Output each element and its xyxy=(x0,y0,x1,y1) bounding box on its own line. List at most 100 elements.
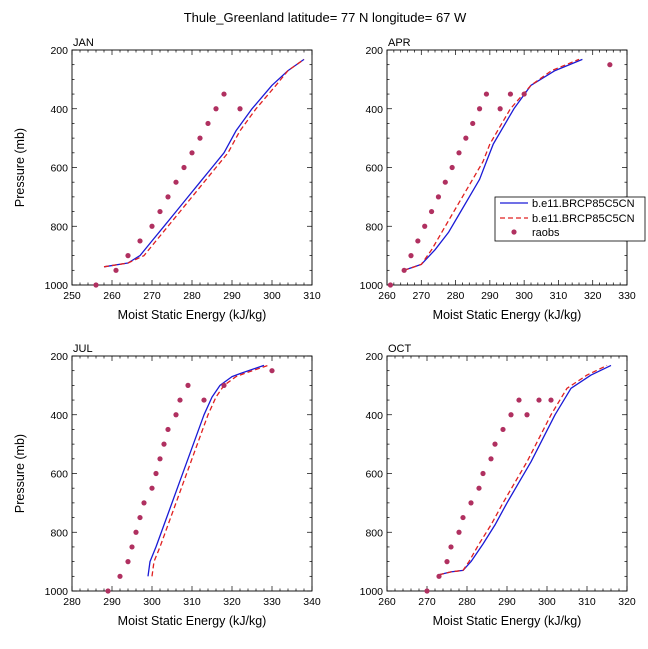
legend: b.e11.BRCP85C5CN b.e11.BRCP85C5CN raobs xyxy=(494,196,646,242)
data-point-raobs xyxy=(125,253,131,259)
y-tick-label: 400 xyxy=(50,410,68,422)
data-point-raobs xyxy=(125,559,131,565)
y-tick-label: 600 xyxy=(365,469,383,481)
data-point-raobs xyxy=(436,573,442,579)
data-point-raobs xyxy=(422,223,428,229)
y-tick-label: 400 xyxy=(365,104,383,116)
x-axis-label: Moist Static Energy (kJ/kg) xyxy=(118,308,267,322)
x-tick-label: 260 xyxy=(103,290,121,302)
series-line-model-red xyxy=(103,58,305,268)
data-point-raobs xyxy=(449,164,455,171)
data-point-raobs xyxy=(408,253,414,259)
x-tick-label: 290 xyxy=(481,290,499,302)
data-point-raobs xyxy=(456,529,462,535)
data-point-raobs xyxy=(149,223,155,229)
data-point-raobs xyxy=(137,238,143,244)
x-tick-label: 300 xyxy=(143,596,161,608)
x-tick-label: 270 xyxy=(413,290,431,302)
y-axis-label: Pressure (mb) xyxy=(13,128,27,207)
x-tick-label: 260 xyxy=(378,290,396,302)
legend-label-2: b.e11.BRCP85C5CN xyxy=(532,213,635,225)
data-point-raobs xyxy=(197,135,203,141)
data-point-raobs xyxy=(470,120,476,127)
x-tick-label: 250 xyxy=(63,290,81,302)
data-point-raobs xyxy=(435,194,442,200)
x-tick-label: 330 xyxy=(618,290,636,302)
y-tick-label: 200 xyxy=(365,351,383,363)
data-point-raobs xyxy=(521,91,527,97)
x-tick-label: 280 xyxy=(447,290,465,302)
data-point-raobs xyxy=(201,397,207,403)
data-point-raobs xyxy=(177,397,183,403)
data-point-raobs xyxy=(536,397,542,403)
series-line-model-red xyxy=(151,364,269,577)
x-tick-label: 310 xyxy=(550,290,568,302)
data-point-raobs xyxy=(476,106,483,112)
x-axis-label: Moist Static Energy (kJ/kg) xyxy=(433,614,582,628)
series-line-model-red xyxy=(438,364,608,576)
x-tick-label: 290 xyxy=(103,596,121,608)
data-point-raobs xyxy=(483,91,490,97)
data-point-raobs xyxy=(456,150,462,156)
panel-label: JAN xyxy=(73,37,94,49)
chart-panel-oct: OCT 260 270 280 290 300 310 320 200 400 600 800 1000… xyxy=(360,343,636,628)
data-point-raobs xyxy=(133,529,139,535)
data-point-raobs xyxy=(524,412,530,418)
data-point-raobs xyxy=(157,208,163,215)
data-point-raobs xyxy=(500,426,506,433)
x-axis-label: Moist Static Energy (kJ/kg) xyxy=(118,614,267,628)
x-tick-label: 310 xyxy=(578,596,596,608)
data-point-raobs xyxy=(153,470,159,477)
x-tick-label: 270 xyxy=(143,290,161,302)
data-point-raobs xyxy=(442,179,448,185)
figure-title: Thule_Greenland latitude= 77 N longitude… xyxy=(184,10,467,25)
data-point-raobs xyxy=(213,106,219,112)
y-tick-label: 800 xyxy=(365,527,383,539)
x-tick-label: 280 xyxy=(183,290,201,302)
x-tick-label: 300 xyxy=(263,290,281,302)
chart-panel-apr: APR 260 270 280 290 300 310 320 330 200 400 600 800 1… xyxy=(360,37,636,322)
y-tick-label: 400 xyxy=(365,410,383,422)
y-axis-label: Pressure (mb) xyxy=(13,434,27,513)
panel-label: OCT xyxy=(388,343,412,355)
y-tick-label: 1000 xyxy=(45,586,69,598)
plot-frame xyxy=(386,355,628,592)
y-tick-label: 800 xyxy=(365,221,383,233)
data-point-raobs xyxy=(387,282,394,288)
series-line-model-blue xyxy=(438,364,612,576)
y-tick-label: 1000 xyxy=(45,280,69,292)
legend-label-1: b.e11.BRCP85C5CN xyxy=(532,198,635,210)
series-line-model-blue xyxy=(147,364,265,577)
y-tick-label: 600 xyxy=(365,163,383,175)
y-tick-label: 1000 xyxy=(360,280,384,292)
chart-panel-jan: JAN 250 260 270 280 290 300 310 200 400 600 800 1000… xyxy=(13,37,321,322)
data-point-raobs xyxy=(173,412,179,418)
data-point-raobs xyxy=(480,470,486,477)
data-point-raobs xyxy=(165,426,171,433)
data-point-raobs xyxy=(476,485,482,491)
data-point-raobs xyxy=(460,514,466,521)
x-tick-label: 280 xyxy=(63,596,81,608)
x-tick-label: 320 xyxy=(223,596,241,608)
data-point-raobs xyxy=(448,544,454,550)
data-point-raobs xyxy=(221,91,227,97)
x-tick-label: 280 xyxy=(458,596,476,608)
data-point-raobs xyxy=(548,397,554,403)
data-point-raobs xyxy=(607,62,613,68)
y-tick-label: 200 xyxy=(50,45,68,57)
x-tick-label: 320 xyxy=(584,290,602,302)
x-tick-label: 340 xyxy=(303,596,321,608)
y-tick-label: 400 xyxy=(50,104,68,116)
x-tick-label: 300 xyxy=(515,290,533,302)
y-tick-label: 600 xyxy=(50,469,68,481)
data-point-raobs xyxy=(137,514,143,521)
x-axis-label: Moist Static Energy (kJ/kg) xyxy=(433,308,582,322)
data-point-raobs xyxy=(113,267,119,273)
data-point-raobs xyxy=(185,382,191,388)
data-point-raobs xyxy=(492,441,498,447)
data-point-raobs xyxy=(129,544,135,550)
panel-label: JUL xyxy=(73,343,93,355)
legend-label-3: raobs xyxy=(532,227,560,239)
data-point-raobs xyxy=(424,588,430,594)
x-tick-label: 300 xyxy=(538,596,556,608)
